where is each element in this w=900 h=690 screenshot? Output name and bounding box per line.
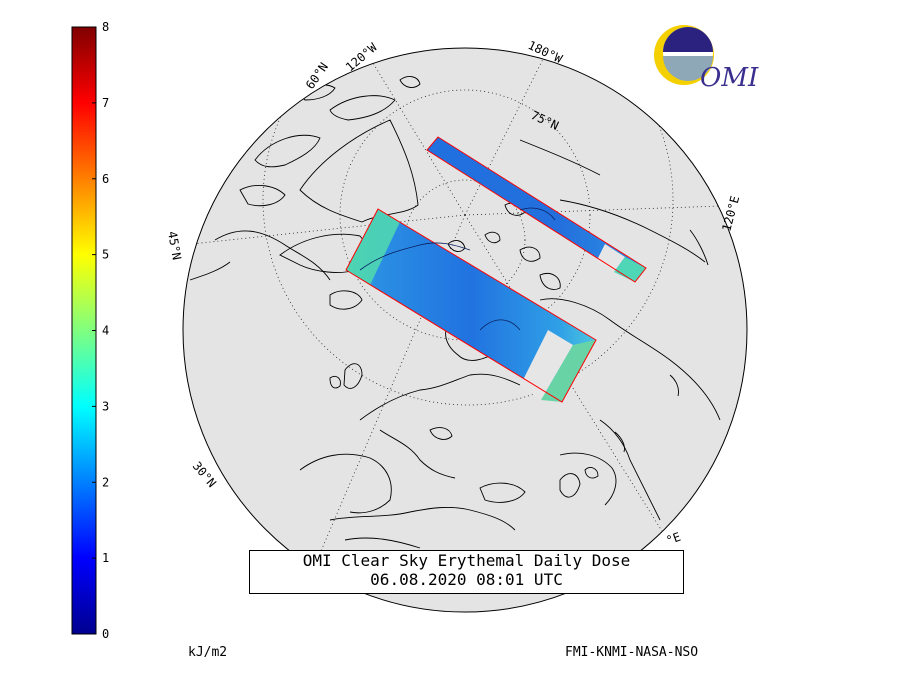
colorbar-tick-label: 3 [102,399,109,413]
colorbar-tick-label: 0 [102,627,109,641]
swath-secondary [426,136,647,283]
swath-main [345,208,597,403]
coastlines-overlay [359,207,556,331]
colorbar-tick-label: 4 [102,324,109,338]
omi-logo-icon: OMI [654,25,759,93]
label-lon-bottom: °E [664,530,682,548]
label-lat-45: 45°N [165,230,184,261]
globe: 60°N 120°W 180°W 75°N 120°E 45°N 30°N °E [165,38,748,613]
coastlines [189,76,721,549]
colorbar-tick-label: 1 [102,551,109,565]
colorbar-tick-label: 5 [102,248,109,262]
label-lon-120e: 120°E [719,194,742,233]
map-title: OMI Clear Sky Erythemal Daily Dose 06.08… [249,550,684,594]
credit-label: FMI-KNMI-NASA-NSO [565,645,699,660]
colorbar-unit-label: kJ/m2 [188,645,228,660]
logo-text: OMI [700,63,759,93]
colorbar-tick-label: 8 [102,20,109,34]
colorbar-tick-label: 6 [102,172,109,186]
colorbar: 0 1 2 3 4 5 6 7 8 [71,20,109,641]
colorbar-ticks: 0 1 2 3 4 5 6 7 8 [92,20,109,641]
colorbar-tick-label: 7 [102,96,109,110]
colorbar-tick-label: 2 [102,475,109,489]
label-lat-30: 30°N [190,459,219,490]
title-line-1: OMI Clear Sky Erythemal Daily Dose [302,551,631,570]
title-line-2: 06.08.2020 08:01 UTC [370,570,563,589]
